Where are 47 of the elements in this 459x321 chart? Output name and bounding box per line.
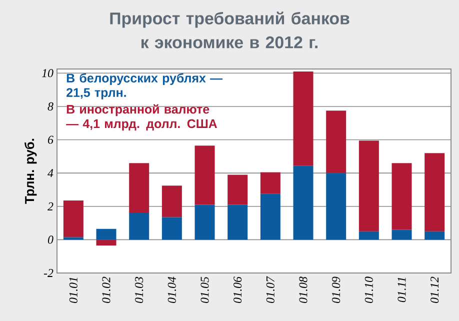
bar	[293, 71, 314, 166]
bar	[358, 140, 379, 232]
chart-title: Прирост требований банков к экономике в 2012 г.	[110, 12, 350, 48]
bar	[293, 166, 314, 240]
y-tick-label: 10	[42, 69, 54, 78]
bar	[424, 231, 445, 240]
text: В белорусских рублях — 21,5 трлн.	[66, 73, 223, 100]
bar	[326, 173, 346, 240]
x-tick-label: 01.11	[398, 278, 406, 302]
y-tick-label: 6	[48, 136, 54, 144]
bar	[228, 174, 248, 205]
bar	[194, 204, 215, 240]
bar	[392, 230, 412, 240]
bar	[162, 186, 182, 218]
y-axis-title: Трлн. руб.	[24, 138, 37, 204]
y-tick-label: 0	[48, 236, 54, 244]
bar	[260, 194, 280, 240]
bar	[162, 217, 182, 240]
x-tick-label: 01.07	[266, 276, 274, 303]
x-tick-label: 01.09	[332, 276, 340, 303]
bar	[326, 110, 346, 174]
x-tick-label: 01.06	[234, 276, 242, 303]
y-tick-label: 2	[48, 202, 54, 210]
bar	[358, 231, 379, 240]
x-tick-label: 01.10	[364, 276, 373, 303]
bar	[194, 146, 215, 205]
series-label: В иностранной валюте — 4,1 млрд. долл. США	[66, 104, 218, 131]
y-tick-label: -2	[44, 269, 54, 277]
bar	[424, 153, 445, 232]
bar	[260, 172, 280, 194]
x-tick-label: 01.04	[168, 276, 176, 303]
x-tick-label: 01.03	[135, 276, 144, 303]
y-tick-label: 4	[48, 169, 54, 178]
y-tick-label: 8	[48, 102, 54, 110]
bar	[96, 240, 116, 246]
bar	[228, 204, 248, 240]
bar	[129, 213, 150, 240]
bar	[63, 200, 84, 238]
bar	[63, 237, 84, 240]
bar	[129, 163, 150, 214]
x-tick-label: 01.08	[299, 276, 308, 303]
x-tick-label: 01.12	[430, 276, 439, 303]
bar	[392, 163, 412, 230]
x-tick-label: 01.01	[69, 278, 78, 303]
x-tick-label: 01.05	[200, 276, 209, 303]
bar	[96, 228, 116, 240]
x-tick-label: 01.02	[102, 276, 110, 303]
